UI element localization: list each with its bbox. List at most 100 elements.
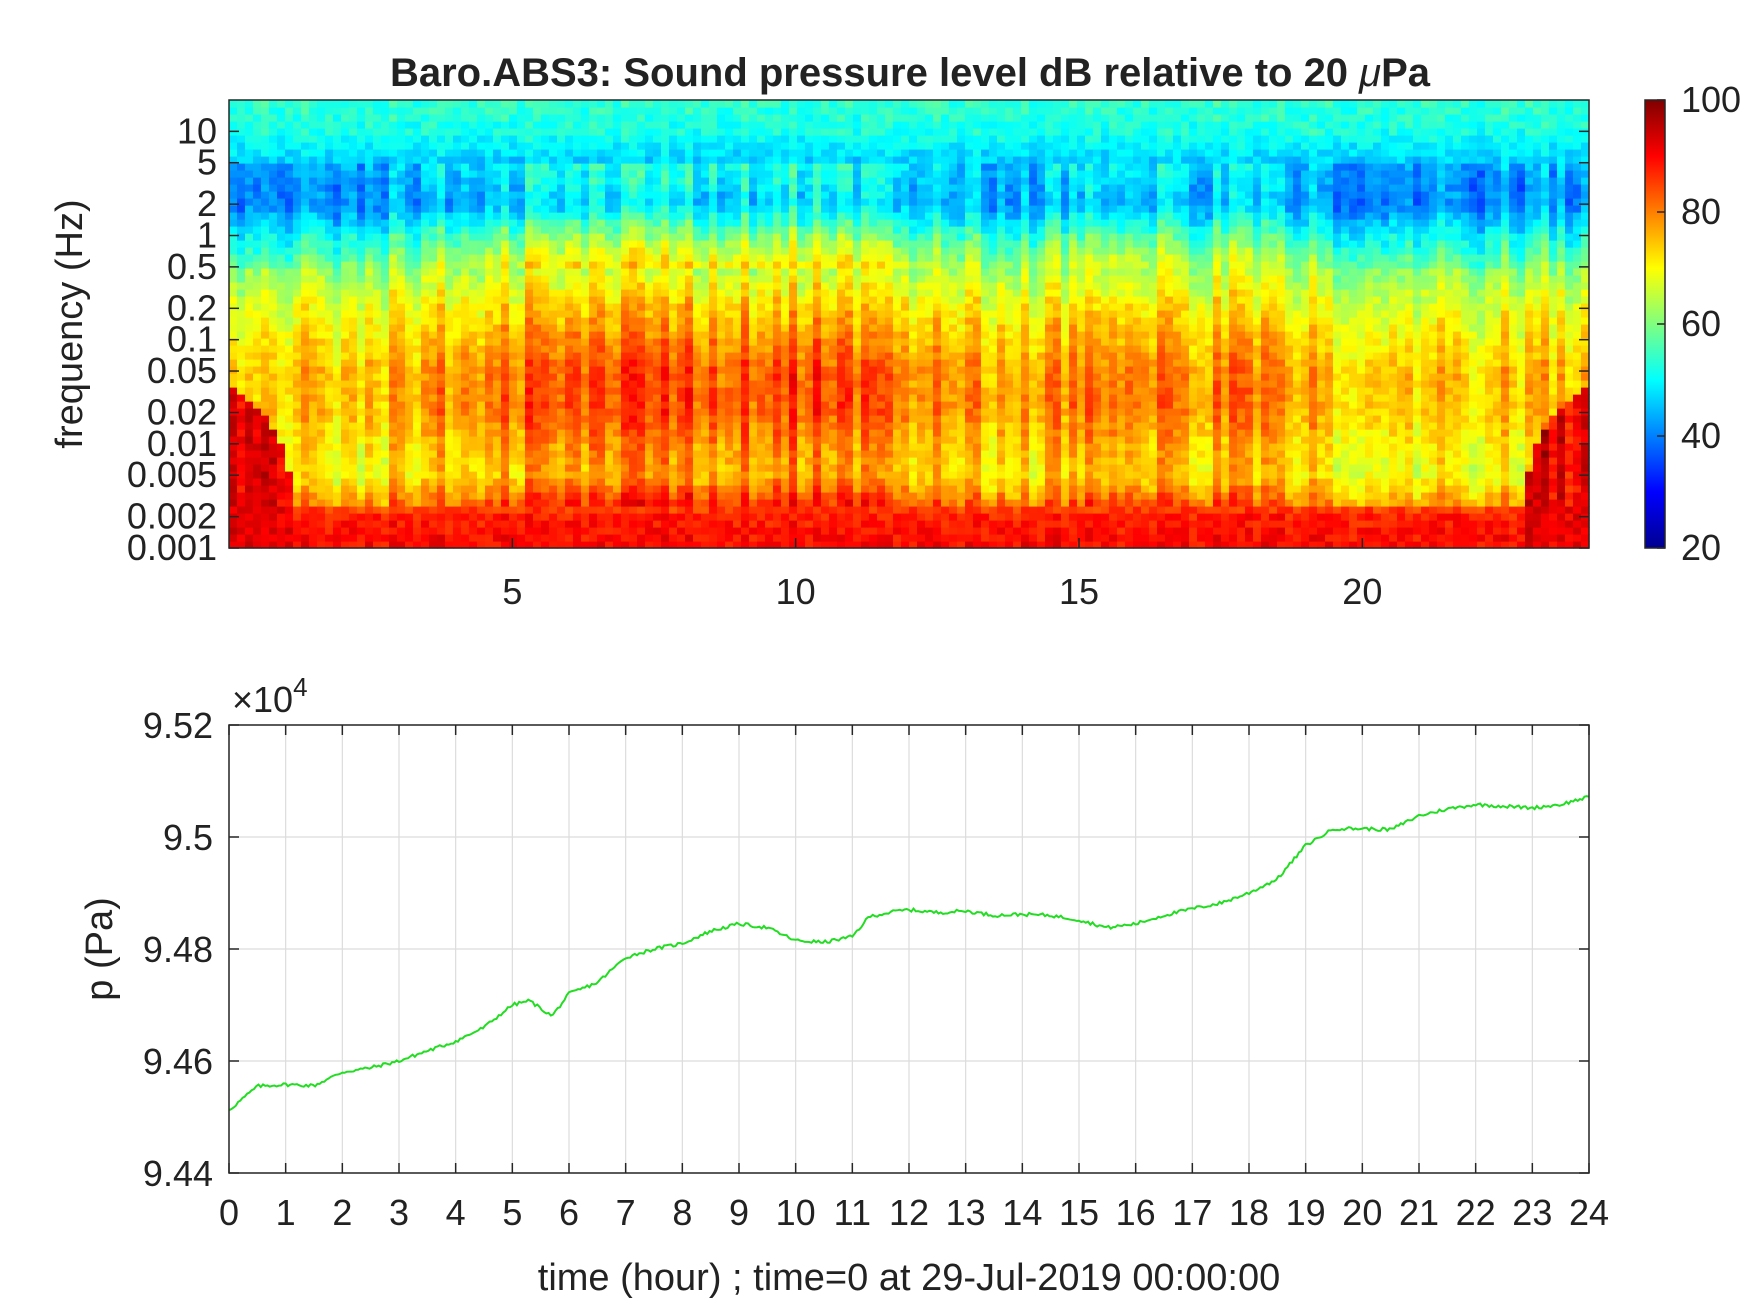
spectrogram-cell — [253, 261, 262, 269]
spectrogram-cell — [429, 170, 438, 178]
spectrogram-cell — [421, 422, 430, 430]
spectrogram-cell — [445, 534, 454, 542]
spectrogram-cell — [461, 534, 470, 542]
spectrogram-cell — [253, 219, 262, 227]
spectrogram-cell — [485, 142, 494, 150]
spectrogram-cell — [413, 415, 422, 423]
spectrogram-cell — [597, 275, 606, 283]
spectrogram-cell — [453, 156, 462, 164]
spectrogram-cell — [765, 128, 774, 136]
spectrogram-cell — [749, 303, 758, 311]
spectrogram-cell — [365, 408, 374, 416]
spectrogram-cell — [493, 226, 502, 234]
spectrogram-cell — [429, 233, 438, 241]
spectrogram-cell — [349, 170, 358, 178]
spectrogram-cell — [301, 198, 310, 206]
spectrogram-cell — [533, 303, 542, 311]
spectrogram-cell — [365, 212, 374, 220]
spectrogram-cell — [781, 261, 790, 269]
spectrogram-cell — [493, 380, 502, 388]
spectrogram-cell — [501, 149, 510, 157]
spectrogram-cell — [541, 366, 550, 374]
spectrogram-cell — [245, 380, 254, 388]
spectrogram-cell — [397, 198, 406, 206]
spectrogram-cell — [565, 268, 574, 276]
spectrogram-cell — [677, 268, 686, 276]
spectrogram-cell — [677, 534, 686, 542]
spectrogram-cell — [421, 331, 430, 339]
spectrogram-cell — [797, 317, 806, 325]
spectrogram-cell — [509, 394, 518, 402]
spectrogram-cell — [621, 107, 630, 115]
spectrogram-cell — [325, 415, 334, 423]
spectrogram-cell — [773, 366, 782, 374]
spectrogram-cell — [749, 387, 758, 395]
spectrogram-cell — [277, 464, 286, 472]
spectrogram-cell — [709, 485, 718, 493]
chart-title-suffix: Pa — [1381, 51, 1431, 95]
spectrogram-cell — [405, 464, 414, 472]
spectrogram-cell — [581, 317, 590, 325]
spectrogram-cell — [517, 282, 526, 290]
spectrogram-cell — [493, 296, 502, 304]
spectrogram-cell — [541, 499, 550, 507]
spectrogram-cell — [669, 114, 678, 122]
spectrogram-cell — [629, 240, 638, 248]
spectrogram-cell — [685, 471, 694, 479]
spectrogram-cell — [413, 296, 422, 304]
spectrogram-cell — [437, 499, 446, 507]
spectrogram-cell — [461, 282, 470, 290]
spectrogram-cell — [597, 114, 606, 122]
spectrogram-cell — [821, 478, 830, 486]
spectrogram-cell — [789, 100, 798, 108]
spectrogram-cell — [781, 296, 790, 304]
spectrogram-cell — [493, 198, 502, 206]
spectrogram-cell — [541, 541, 550, 549]
spectrogram-cell — [237, 534, 246, 542]
spectrogram-cell — [405, 219, 414, 227]
spectrogram-cell — [525, 191, 534, 199]
spectrogram-cell — [325, 233, 334, 241]
spectrogram-cell — [701, 247, 710, 255]
spectrogram-cell — [517, 247, 526, 255]
spectrogram-cell — [717, 506, 726, 514]
spectrogram-cell — [581, 422, 590, 430]
spectrogram-cell — [693, 135, 702, 143]
spectrogram-cell — [573, 338, 582, 346]
spectrogram-cell — [381, 450, 390, 458]
spectrogram-cell — [229, 387, 238, 395]
spectrogram-cell — [581, 394, 590, 402]
spectrogram-cell — [821, 247, 830, 255]
spectrogram-cell — [413, 233, 422, 241]
spectrogram-cell — [733, 373, 742, 381]
spectrogram-cell — [581, 219, 590, 227]
spectrogram-cell — [573, 261, 582, 269]
spectrogram-cell — [413, 282, 422, 290]
spectrogram-cell — [285, 191, 294, 199]
spectrogram-cell — [821, 485, 830, 493]
spectrogram-cell — [637, 352, 646, 360]
spectrogram-cell — [661, 296, 670, 304]
spectrogram-cell — [309, 233, 318, 241]
spectrogram-cell — [389, 219, 398, 227]
spectrogram-cell — [445, 310, 454, 318]
spectrogram-cell — [701, 457, 710, 465]
spectrogram-cell — [613, 219, 622, 227]
spectrogram-cell — [629, 149, 638, 157]
spectrogram-cell — [469, 401, 478, 409]
spectrogram-cell — [605, 247, 614, 255]
spectrogram-cell — [717, 149, 726, 157]
spectrogram-cell — [533, 184, 542, 192]
spectrogram-cell — [397, 450, 406, 458]
spectrogram-cell — [421, 387, 430, 395]
spectrogram-cell — [717, 520, 726, 528]
spectrogram-cell — [557, 443, 566, 451]
spectrogram-cell — [389, 408, 398, 416]
spectrogram-cell — [293, 289, 302, 297]
spectrogram-cell — [661, 184, 670, 192]
spectrogram-cell — [349, 429, 358, 437]
spectrogram-cell — [637, 499, 646, 507]
spectrogram-cell — [509, 422, 518, 430]
spectrogram-cell — [421, 107, 430, 115]
spectrogram-cell — [237, 261, 246, 269]
